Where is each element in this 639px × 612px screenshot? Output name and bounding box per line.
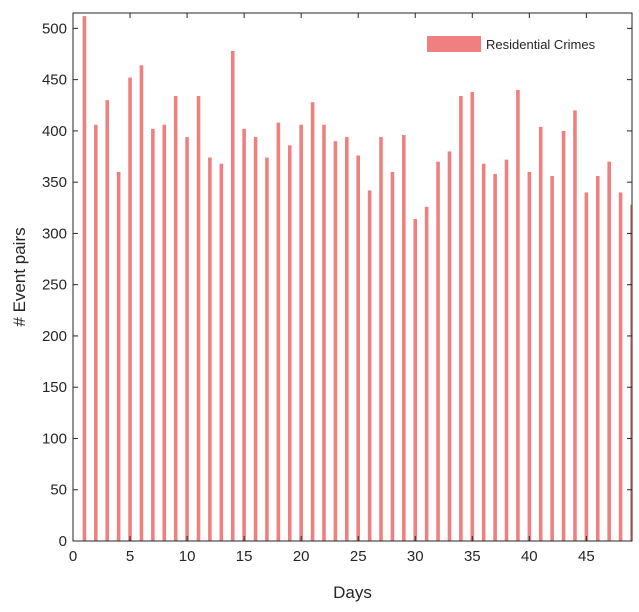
bar	[379, 137, 383, 542]
bar	[322, 124, 326, 541]
bar	[367, 190, 372, 541]
bar	[390, 171, 395, 541]
bar	[573, 110, 577, 542]
x-tick-label: 5	[126, 548, 134, 565]
x-tick-label: 20	[293, 548, 310, 565]
bar	[151, 128, 155, 541]
bar	[196, 96, 201, 541]
bar	[242, 128, 246, 541]
bar	[584, 192, 589, 542]
y-tick-label: 400	[42, 123, 67, 140]
y-axis-label: # Event pairs	[10, 227, 29, 326]
legend-swatch	[427, 36, 481, 52]
bar	[447, 151, 452, 541]
bar	[493, 173, 497, 541]
bar	[630, 204, 632, 541]
bar	[356, 155, 360, 541]
x-ticks-group: 0 5 10 15 20 25 30 35 40 45	[69, 13, 595, 565]
y-tick-label: 0	[59, 533, 67, 550]
y-tick-label: 300	[42, 225, 67, 242]
y-tick-label: 100	[42, 430, 67, 447]
x-tick-label: 10	[179, 548, 196, 565]
bar	[276, 122, 281, 541]
bar	[516, 89, 520, 541]
x-tick-label: 35	[464, 548, 481, 565]
bar	[538, 126, 543, 542]
bar	[504, 159, 509, 542]
bar	[105, 100, 110, 542]
bar	[230, 50, 235, 542]
y-ticks-group: 0 50 100 150 200 250 300 350 400 450 500	[42, 20, 632, 550]
bar	[310, 102, 315, 541]
bar	[162, 124, 167, 541]
x-tick-label: 40	[521, 548, 538, 565]
x-tick-label: 15	[236, 548, 253, 565]
y-tick-label: 500	[42, 20, 67, 37]
legend: Residential Crimes	[420, 27, 620, 57]
x-tick-label: 0	[69, 548, 77, 565]
y-tick-label: 200	[42, 328, 67, 345]
bar	[128, 77, 132, 541]
bar	[219, 163, 224, 541]
y-tick-label: 50	[50, 482, 67, 499]
bar	[173, 96, 178, 541]
bar	[470, 91, 475, 541]
bar	[459, 96, 463, 541]
bar	[116, 171, 121, 541]
x-axis-label: Days	[333, 583, 372, 602]
bar	[345, 137, 349, 542]
bar	[424, 206, 429, 541]
bar	[481, 163, 486, 541]
x-tick-label: 25	[350, 548, 367, 565]
bar	[139, 65, 144, 541]
y-tick-label: 150	[42, 379, 67, 396]
bar	[208, 157, 212, 541]
bar	[185, 137, 189, 542]
bar	[333, 141, 338, 541]
bar	[402, 135, 406, 541]
y-tick-label: 250	[42, 277, 67, 294]
bar	[550, 176, 554, 541]
bar	[607, 161, 611, 541]
bar	[618, 192, 623, 542]
bar	[299, 124, 303, 541]
bar	[436, 161, 440, 541]
y-tick-label: 450	[42, 72, 67, 89]
bar	[253, 137, 258, 542]
x-tick-label: 45	[578, 548, 595, 565]
bars-group	[82, 16, 632, 542]
x-tick-label: 30	[407, 548, 424, 565]
bar	[527, 171, 532, 541]
bar	[82, 16, 87, 541]
bar	[561, 130, 566, 541]
y-tick-label: 350	[42, 174, 67, 191]
bar	[265, 157, 269, 541]
bar	[413, 219, 418, 541]
bar	[94, 124, 98, 541]
legend-label: Residential Crimes	[486, 37, 596, 52]
axes-box	[72, 12, 633, 542]
bar	[287, 145, 292, 541]
bar	[595, 176, 600, 541]
